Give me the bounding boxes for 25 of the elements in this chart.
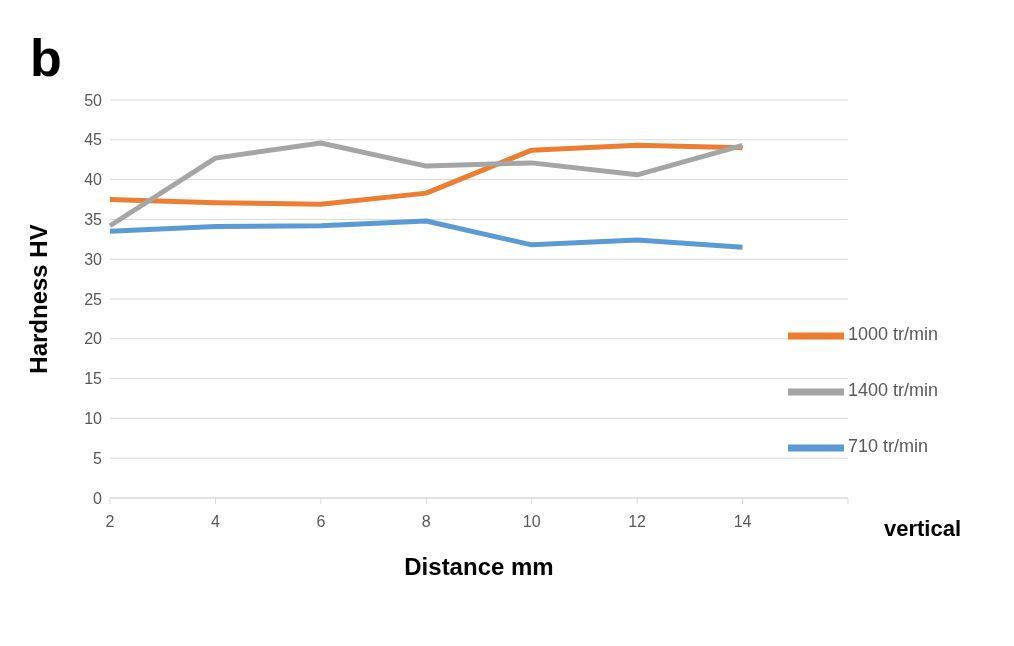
text: vertical xyxy=(884,516,962,542)
x-tick-label: 14 xyxy=(733,513,752,531)
legend-label: 1000 tr/min xyxy=(847,324,938,345)
legend-label: 710 tr/min xyxy=(847,436,928,457)
y-tick-label: 35 xyxy=(84,211,103,229)
x-tick-label: 4 xyxy=(210,513,220,531)
y-tick-label: 30 xyxy=(84,250,103,268)
y-tick-label: 25 xyxy=(84,290,103,308)
x-tick-label: 2 xyxy=(105,513,115,531)
y-tick-label: 40 xyxy=(84,171,103,189)
y-axis-title: Hardness HV xyxy=(24,224,52,374)
y-tick-label: 10 xyxy=(84,410,103,428)
y-tick-label: 0 xyxy=(93,489,103,507)
y-tick-label: 50 xyxy=(84,91,103,109)
x-tick-label: 8 xyxy=(421,513,431,531)
x-tick-label: 6 xyxy=(316,513,326,531)
x-tick-label: 12 xyxy=(628,513,647,531)
y-tick-label: 45 xyxy=(84,131,103,149)
y-tick-label: 20 xyxy=(84,330,103,348)
chart-title: b xyxy=(30,28,62,88)
x-axis-title: Distance mm xyxy=(404,553,554,581)
y-tick-label: 5 xyxy=(93,449,103,467)
x-tick-label: 10 xyxy=(522,513,541,531)
legend-label: 1400 tr/min xyxy=(847,380,938,401)
y-tick-label: 15 xyxy=(84,370,103,388)
